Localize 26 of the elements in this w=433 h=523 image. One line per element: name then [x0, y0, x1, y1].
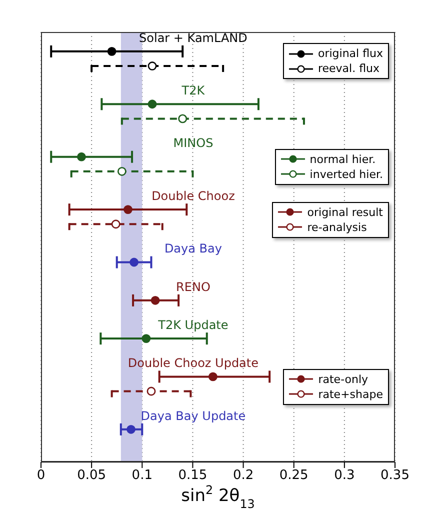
- y-tick-label: T2K Update: [157, 318, 228, 332]
- y-tick-label: Solar + KamLAND: [139, 30, 248, 45]
- x-tick-label: 0.1: [132, 468, 152, 484]
- x-tick-label: 0.3: [334, 468, 355, 484]
- x-tick-label: 0.15: [178, 468, 208, 484]
- legend-label: reeval. flux: [318, 61, 380, 76]
- y-tick-label: T2K: [180, 84, 206, 98]
- x-axis-title: sin$^{2}$ 2θ$_{13}$: [181, 483, 255, 511]
- x-tick-label: 0.2: [232, 468, 254, 484]
- legend-label: rate-only: [318, 372, 368, 387]
- y-tick-label: RENO: [176, 280, 210, 294]
- legend-label: original result: [307, 204, 383, 220]
- x-tick-label: 0: [36, 468, 46, 484]
- legend-label: original flux: [318, 46, 383, 62]
- legend-label: normal hier.: [310, 152, 376, 167]
- legend-label: re-analysis: [307, 220, 367, 235]
- y-tick-label: MINOS: [173, 136, 214, 150]
- x-tick-label: 0.35: [380, 468, 410, 484]
- x-tick-label: 0.25: [279, 468, 308, 484]
- y-tick-label: Daya Bay: [164, 242, 222, 256]
- y-tick-label: Double Chooz: [152, 188, 235, 203]
- legend-label: inverted hier.: [310, 166, 383, 182]
- legend-label: rate+shape: [318, 386, 383, 402]
- x-tick-label: 0.05: [77, 468, 106, 484]
- y-tick-label: Double Chooz Update: [128, 356, 259, 370]
- y-tick-label: Daya Bay Update: [140, 408, 246, 423]
